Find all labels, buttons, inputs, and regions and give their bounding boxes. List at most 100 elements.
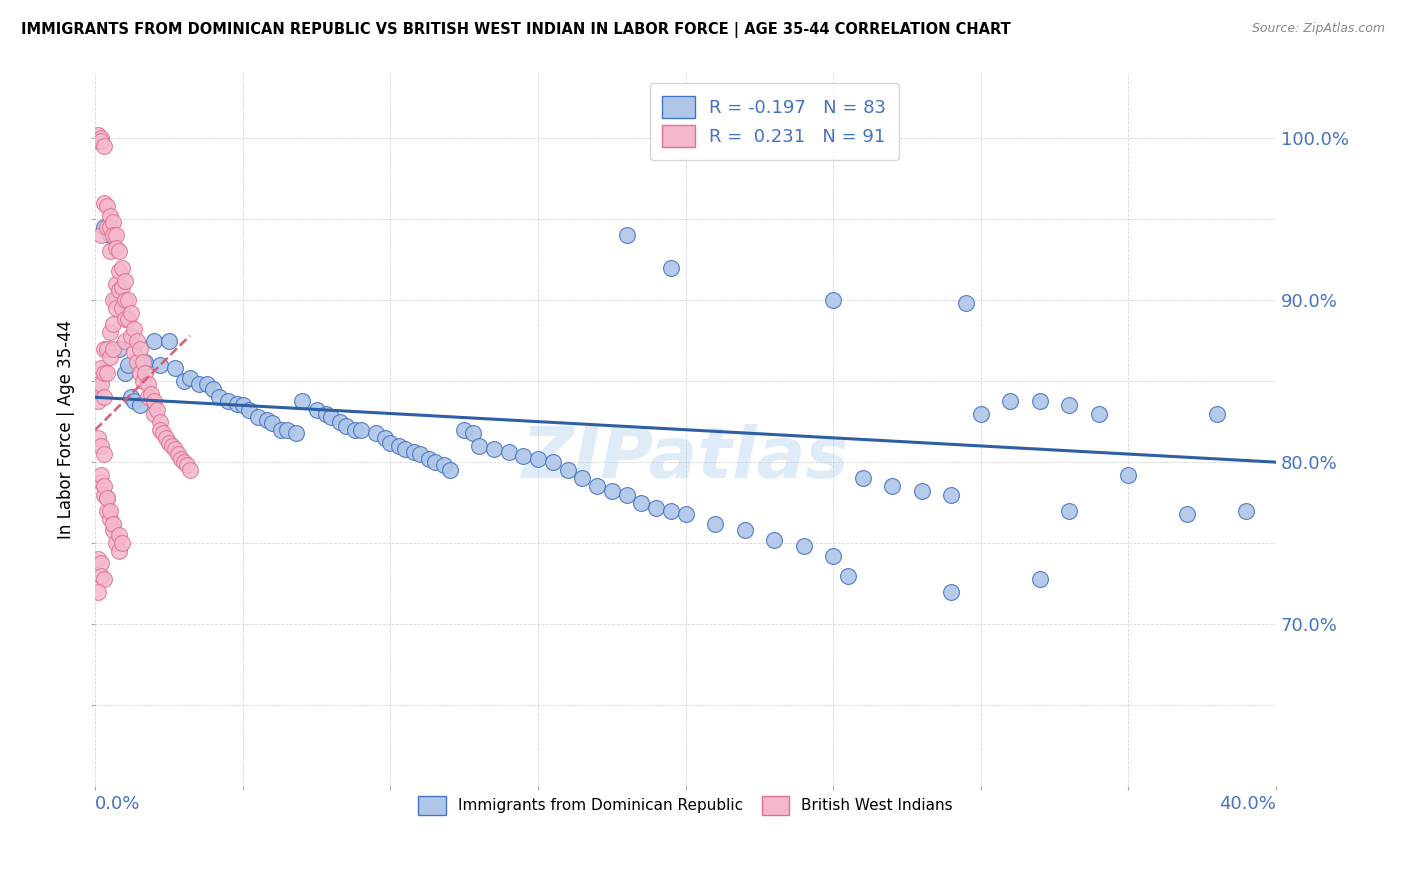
Point — [122, 344, 145, 359]
Point — [226, 397, 249, 411]
Point — [571, 471, 593, 485]
Point — [90, 556, 112, 570]
Point — [143, 334, 166, 348]
Point — [93, 487, 115, 501]
Point — [208, 390, 231, 404]
Point — [941, 487, 963, 501]
Point — [96, 491, 118, 505]
Point — [117, 358, 139, 372]
Point — [143, 407, 166, 421]
Point — [101, 228, 124, 243]
Point — [1029, 572, 1052, 586]
Point — [270, 423, 292, 437]
Point — [138, 377, 160, 392]
Point — [90, 361, 112, 376]
Point — [409, 447, 432, 461]
Point — [108, 264, 131, 278]
Point — [87, 134, 110, 148]
Point — [128, 398, 150, 412]
Point — [557, 463, 579, 477]
Point — [380, 435, 402, 450]
Point — [882, 479, 904, 493]
Point — [394, 442, 416, 457]
Point — [439, 463, 461, 477]
Point — [122, 322, 145, 336]
Point — [468, 439, 491, 453]
Point — [374, 431, 396, 445]
Point — [143, 393, 166, 408]
Point — [108, 283, 131, 297]
Point — [120, 306, 142, 320]
Point — [87, 393, 110, 408]
Point — [179, 371, 201, 385]
Point — [955, 296, 977, 310]
Point — [157, 435, 180, 450]
Point — [114, 312, 136, 326]
Point — [96, 366, 118, 380]
Point — [659, 260, 682, 275]
Point — [1236, 504, 1258, 518]
Text: 0.0%: 0.0% — [96, 795, 141, 813]
Point — [763, 533, 786, 547]
Point — [111, 536, 134, 550]
Point — [104, 277, 127, 291]
Point — [852, 471, 875, 485]
Point — [98, 326, 121, 340]
Point — [87, 128, 110, 142]
Point — [659, 504, 682, 518]
Point — [1029, 393, 1052, 408]
Point — [941, 585, 963, 599]
Point — [911, 484, 934, 499]
Point — [321, 409, 343, 424]
Point — [155, 431, 177, 445]
Point — [256, 413, 278, 427]
Point — [157, 334, 180, 348]
Point — [305, 403, 328, 417]
Point — [125, 354, 148, 368]
Point — [93, 390, 115, 404]
Point — [90, 468, 112, 483]
Point — [160, 439, 183, 453]
Point — [125, 334, 148, 348]
Point — [141, 387, 163, 401]
Point — [96, 342, 118, 356]
Point — [793, 540, 815, 554]
Point — [187, 377, 209, 392]
Point — [404, 445, 426, 459]
Point — [101, 318, 124, 332]
Point — [90, 134, 112, 148]
Point — [285, 425, 308, 440]
Point — [138, 390, 160, 404]
Point — [87, 552, 110, 566]
Point — [90, 377, 112, 392]
Point — [1088, 407, 1111, 421]
Point — [388, 439, 411, 453]
Point — [108, 528, 131, 542]
Point — [498, 445, 520, 459]
Point — [163, 442, 186, 457]
Point — [418, 451, 440, 466]
Point — [149, 423, 172, 437]
Point — [482, 442, 505, 457]
Point — [93, 195, 115, 210]
Point — [87, 377, 110, 392]
Point — [329, 415, 352, 429]
Point — [433, 458, 456, 473]
Legend: Immigrants from Dominican Republic, British West Indians: Immigrants from Dominican Republic, Brit… — [408, 785, 963, 825]
Point — [93, 220, 115, 235]
Point — [96, 504, 118, 518]
Point — [87, 431, 110, 445]
Point — [512, 449, 534, 463]
Point — [90, 568, 112, 582]
Point — [970, 407, 993, 421]
Point — [586, 479, 609, 493]
Y-axis label: In Labor Force | Age 35-44: In Labor Force | Age 35-44 — [58, 320, 75, 540]
Point — [152, 425, 174, 440]
Point — [291, 393, 314, 408]
Point — [108, 544, 131, 558]
Point — [108, 342, 131, 356]
Point — [114, 293, 136, 307]
Point — [149, 415, 172, 429]
Point — [98, 228, 121, 243]
Point — [734, 523, 756, 537]
